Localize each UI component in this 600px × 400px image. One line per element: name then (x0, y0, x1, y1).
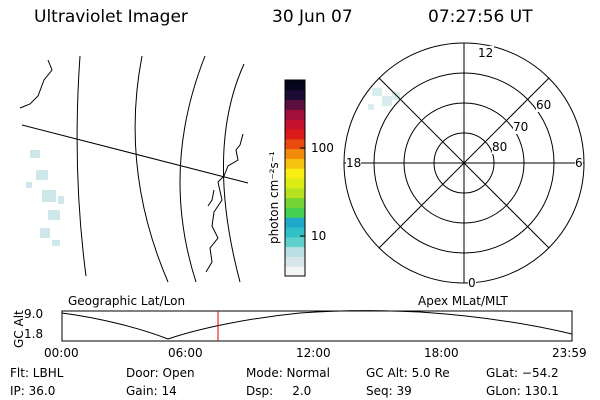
colorbar-cell (285, 129, 305, 140)
colorbar-cell (285, 168, 305, 179)
time-label: 07:27:56 UT (428, 7, 533, 27)
colorbar-tick-label-10: 10 (311, 229, 327, 243)
timeline-xtick-3: 18:00 (424, 346, 459, 360)
polar-diagonal-2 (378, 77, 550, 249)
info-glon: GLon: 130.1 (486, 384, 559, 398)
info-ip: IP: 36.0 (10, 384, 56, 398)
instrument-title: Ultraviolet Imager (34, 7, 188, 27)
colorbar-cell (285, 246, 305, 257)
mlt-label-18: 18 (346, 156, 362, 170)
lat-label-80: 80 (492, 140, 508, 154)
info-mode: Mode: Normal (246, 366, 330, 380)
timeline-left-label: Geographic Lat/Lon (68, 294, 186, 308)
colorbar-cell (285, 207, 305, 218)
mlt-label-12: 12 (477, 46, 495, 60)
colorbar-cell (285, 227, 305, 238)
altitude-curve (61, 310, 573, 340)
lon-arc-2 (134, 55, 169, 283)
info-seq: Seq: 39 (366, 384, 412, 398)
coastline-3 (207, 189, 215, 207)
info-gc-alt: GC Alt: 5.0 Re (366, 366, 450, 380)
info-door: Door: Open (126, 366, 195, 380)
mlt-label-0: 0 (468, 276, 476, 290)
info-gain: Gain: 14 (126, 384, 177, 398)
colorbar-cell (285, 236, 305, 248)
colorbar-cell (285, 89, 305, 101)
coastline-2 (205, 133, 244, 273)
lat-label-60: 60 (536, 98, 552, 112)
colorbar-frame (284, 79, 306, 277)
timeline-xtick-1: 06:00 (168, 346, 203, 360)
colorbar-cell (285, 178, 305, 189)
timeline-xtick-4: 23:59 (552, 346, 587, 360)
timeline-right-label: Apex MLat/MLT (418, 294, 508, 308)
colorbar-cell (285, 197, 305, 208)
lon-arc-1 (76, 55, 87, 277)
coastline-1 (19, 59, 53, 109)
colorbar-cell (285, 138, 305, 150)
lat-label-70: 70 (513, 120, 529, 134)
colorbar-cell (285, 266, 305, 277)
colorbar-cell (285, 256, 305, 267)
timeline-ytick-low: 1.8 (24, 327, 44, 341)
colorbar-cell (285, 80, 305, 91)
info-filter: Flt: LBHL (10, 366, 64, 380)
colorbar-cell (285, 99, 305, 110)
timeline-ytick-high: 9.0 (24, 307, 44, 321)
colorbar-cell (285, 148, 305, 159)
mlt-label-6: 6 (575, 156, 583, 170)
lon-arc-4 (223, 63, 245, 283)
aurora-speckles-left (26, 150, 64, 246)
info-glat: GLat: −54.2 (486, 366, 559, 380)
colorbar-cell (285, 187, 305, 199)
colorbar-tick-label-100: 100 (311, 141, 334, 155)
colorbar-cell (285, 109, 305, 120)
date-label: 30 Jun 07 (272, 7, 353, 27)
aurora-speckles-polar (368, 88, 400, 110)
colorbar-cell (285, 158, 305, 169)
timeline-xtick-2: 12:00 (296, 346, 331, 360)
colorbar-cell (285, 119, 305, 130)
lon-arc-3 (179, 55, 206, 283)
timeline-frame (61, 310, 573, 342)
info-dsp: Dsp: 2.0 (246, 384, 312, 398)
timeline-xtick-0: 00:00 (44, 346, 79, 360)
lat-line (21, 124, 249, 184)
colorbar-cell (285, 217, 305, 228)
